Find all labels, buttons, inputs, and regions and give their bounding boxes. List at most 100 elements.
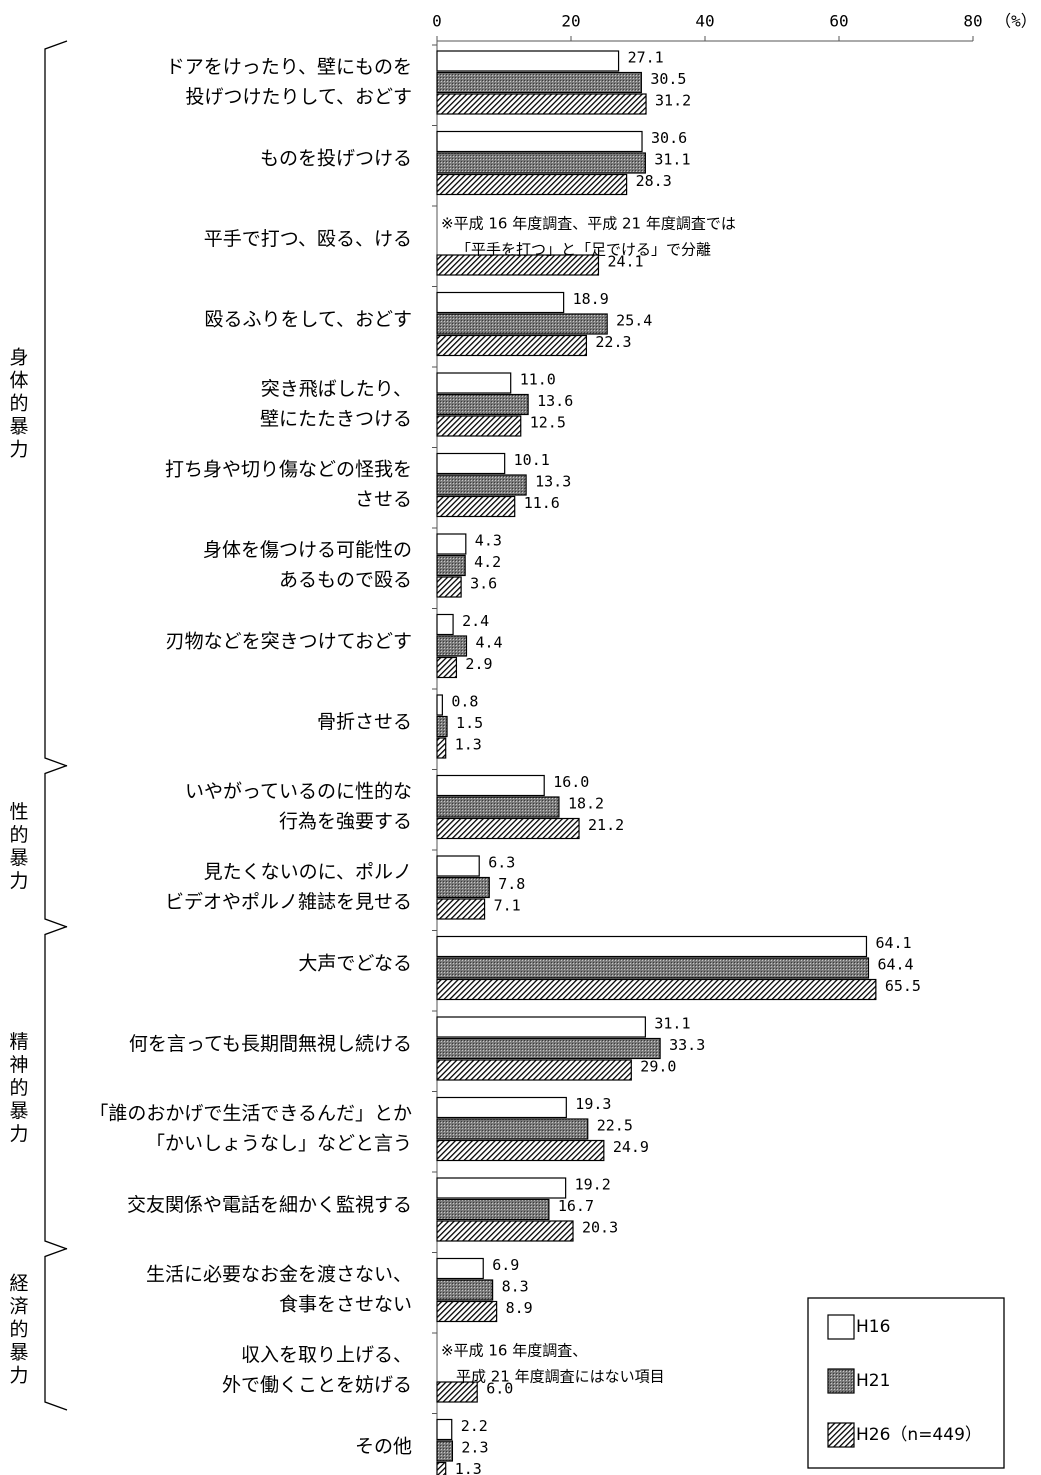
data-label: 8.9: [506, 1299, 533, 1317]
legend-label: H16: [856, 1317, 890, 1337]
category-label: 刃物などを突きつけておどす: [166, 631, 412, 653]
bar-h26: [436, 173, 628, 196]
legend-swatch: [827, 1314, 855, 1340]
category-label: 「誰のおかげで生活できるんだ」とか: [89, 1103, 412, 1125]
category-label: いやがっているのに性的な: [185, 781, 412, 803]
data-label: 18.2: [568, 795, 604, 813]
category-label: 食事をさせない: [279, 1294, 412, 1316]
bar-h21: [436, 313, 608, 335]
data-label: 31.2: [655, 92, 691, 110]
data-label: 22.3: [595, 333, 631, 351]
group-bracket: [44, 40, 68, 767]
data-label: 2.4: [462, 612, 489, 630]
bar-h21: [436, 1037, 661, 1060]
bar-h16: [436, 613, 454, 636]
data-label: 24.1: [607, 253, 643, 271]
data-label: 4.3: [475, 532, 502, 550]
bar-h26: [436, 898, 486, 920]
bar-h16: [436, 774, 545, 797]
data-label: 29.0: [640, 1058, 676, 1076]
note-text: 「平手を打つ」と「足でける」で分離: [456, 241, 711, 259]
category-label: その他: [355, 1436, 412, 1458]
bar-h26: [436, 737, 447, 759]
category-label: 「かいしょうなし」などと言う: [146, 1133, 412, 1155]
data-label: 30.5: [650, 70, 686, 88]
bar-h26: [436, 334, 588, 357]
data-label: 2.3: [461, 1439, 488, 1457]
bar-h21: [436, 876, 490, 899]
category-label: 身体を傷つける可能性の: [203, 539, 412, 561]
data-label: 8.3: [502, 1278, 529, 1296]
bar-h21: [436, 474, 527, 496]
data-label: 20.3: [582, 1219, 618, 1237]
data-label: 10.1: [514, 451, 550, 469]
data-label: 18.9: [573, 290, 609, 308]
category-label: 収入を取り上げる、: [241, 1344, 412, 1366]
data-label: 1.3: [455, 1460, 482, 1475]
group-label: 性的暴力: [9, 800, 28, 891]
bar-h21: [436, 1279, 494, 1301]
category-label: ドアをけったり、壁にものを: [166, 56, 412, 78]
group-label: 身体的暴力: [9, 346, 28, 460]
bar-h16: [436, 1177, 567, 1199]
data-label: 25.4: [616, 312, 652, 330]
data-label: 6.9: [492, 1256, 519, 1274]
bar-h16: [436, 533, 467, 555]
bar-h26: [436, 1059, 632, 1081]
bar-h26: [436, 93, 647, 115]
data-label: 31.1: [654, 151, 690, 169]
data-label: 28.3: [636, 172, 672, 190]
category-label: 外で働くことを妨げる: [222, 1374, 412, 1396]
category-label: 殴るふりをして、おどす: [205, 309, 412, 331]
group-bracket: [44, 1247, 68, 1411]
data-label: 19.2: [575, 1176, 611, 1194]
data-label: 3.6: [470, 575, 497, 593]
category-label: 見たくないのに、ポルノ: [204, 861, 412, 883]
data-label: 4.2: [474, 553, 501, 571]
bar-h21: [436, 1118, 589, 1140]
bar-h26: [436, 1220, 574, 1242]
bar-h21: [436, 393, 529, 416]
category-label: 打ち身や切り傷などの怪我を: [165, 459, 412, 481]
data-label: 7.1: [494, 897, 521, 915]
bar-h26: [436, 1381, 478, 1403]
category-label: 交友関係や電話を細かく監視する: [127, 1194, 412, 1216]
x-tick-label: 60: [829, 12, 848, 31]
x-axis: 0 20 40 60 80 （%）: [432, 12, 1037, 1475]
category-label: ビデオやポルノ雑誌を見せる: [165, 891, 412, 913]
category-label: 突き飛ばしたり、: [261, 378, 412, 400]
data-label: 13.6: [537, 392, 573, 410]
data-label: 1.5: [456, 714, 483, 732]
data-label: 33.3: [669, 1036, 705, 1054]
bar-h16: [436, 694, 443, 716]
data-label: 12.5: [530, 414, 566, 432]
legend-swatch: [827, 1422, 855, 1448]
bar-h16: [436, 855, 480, 877]
bar-h26: [436, 495, 516, 518]
data-label: 4.4: [475, 634, 502, 652]
bar-h16: [436, 1257, 484, 1280]
category-label: あるもので殴る: [279, 569, 412, 591]
data-label: 11.0: [520, 371, 556, 389]
data-label: 2.2: [461, 1417, 488, 1435]
data-label: 24.9: [613, 1138, 649, 1156]
data-label: 16.0: [553, 773, 589, 791]
bar-h16: [436, 372, 512, 394]
data-label: 64.4: [877, 956, 913, 974]
category-label: ものを投げつける: [260, 148, 412, 170]
bars: [436, 50, 877, 1475]
note-text: ※平成 16 年度調査、平成 21 年度調査では: [441, 215, 736, 233]
bar-h26: [436, 1139, 605, 1162]
data-label: 6.3: [488, 854, 515, 872]
bar-h16: [436, 130, 643, 153]
legend-swatch: [827, 1368, 855, 1394]
bar-h21: [436, 635, 468, 657]
bar-h21: [436, 796, 560, 818]
category-label: 何を言っても長期間無視し続ける: [129, 1033, 412, 1055]
bar-h16: [436, 1418, 453, 1441]
bar-h16: [436, 1016, 646, 1038]
data-label: 11.6: [524, 494, 560, 512]
group-label: 経済的暴力: [9, 1272, 28, 1386]
category-label: 行為を強要する: [279, 811, 412, 833]
